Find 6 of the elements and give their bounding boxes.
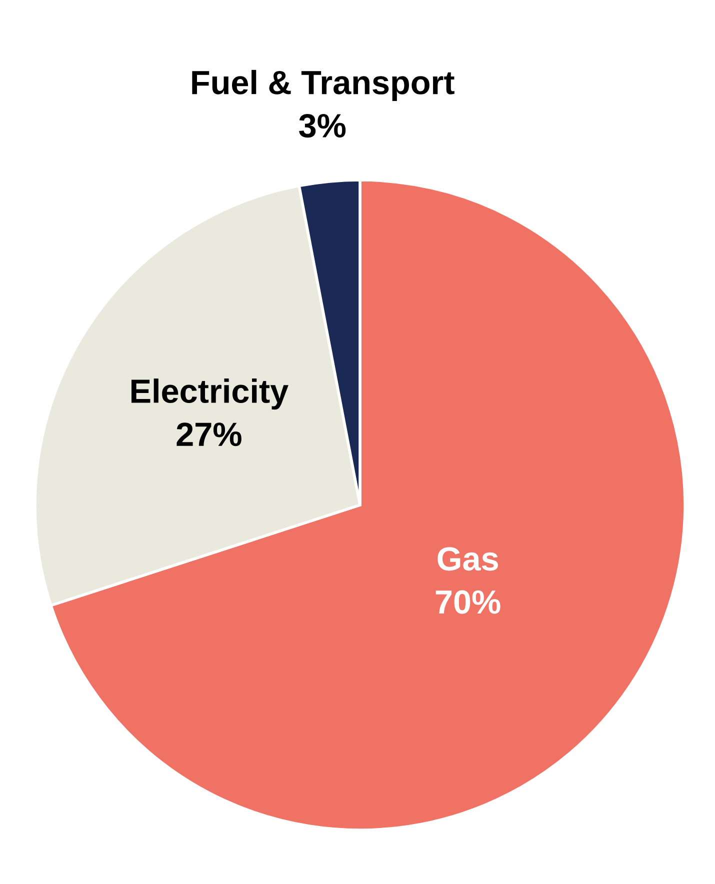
data-label: 27% bbox=[176, 422, 242, 446]
data-label: 70% bbox=[436, 590, 500, 614]
slice-label: Fuel & Transport bbox=[192, 70, 454, 101]
data-label: 3% bbox=[299, 114, 346, 138]
slice-label: Gas bbox=[438, 547, 498, 571]
slice-label: Electricity bbox=[132, 378, 288, 410]
